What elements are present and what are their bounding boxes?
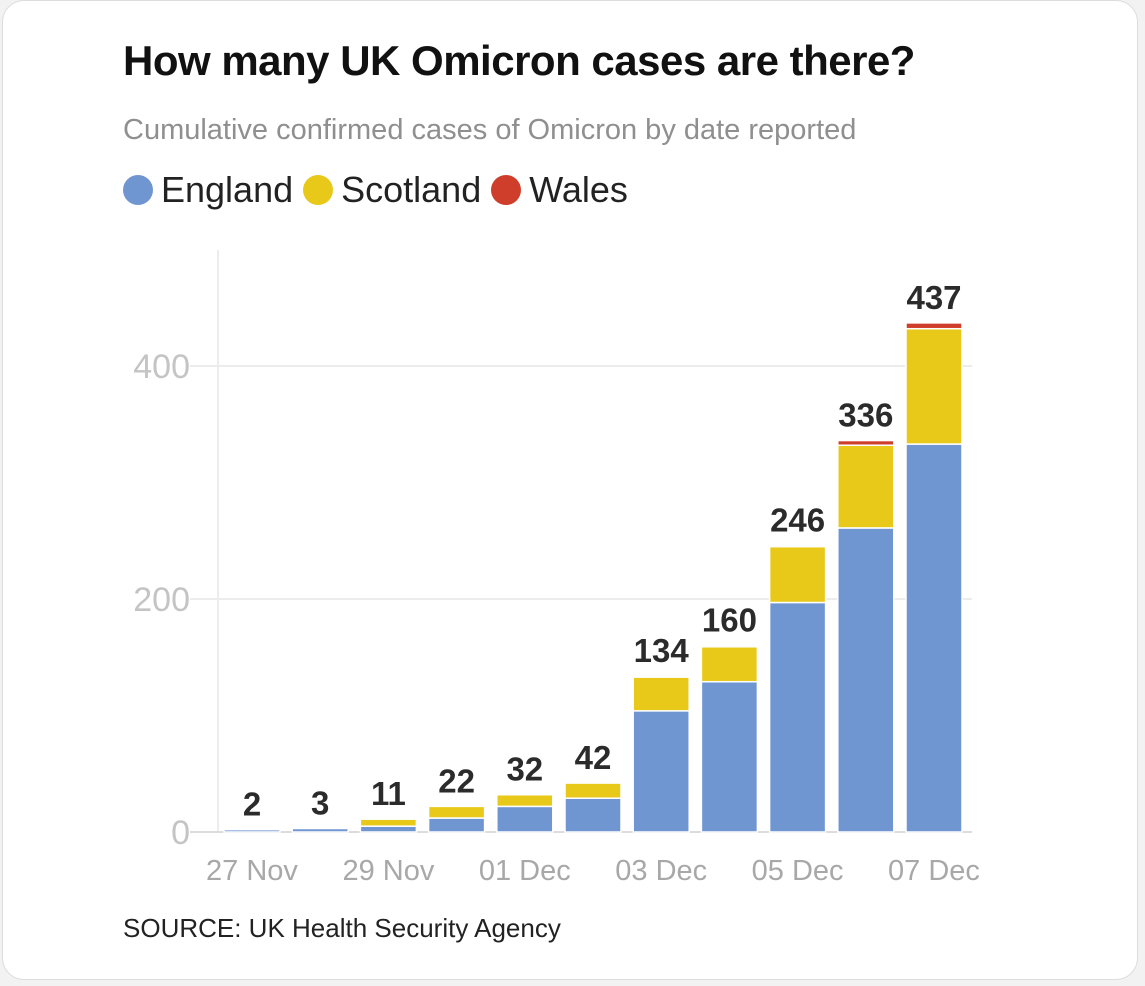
legend-item-england: England	[123, 169, 293, 211]
bar-scotland-07-dec	[905, 327, 963, 445]
bar-wales-03-dec	[632, 675, 690, 678]
legend-swatch-england	[123, 175, 153, 205]
x-tick-label-07-dec: 07 Dec	[888, 855, 980, 887]
x-tick-label-03-dec: 03 Dec	[615, 855, 707, 887]
x-tick-label-05-dec: 05 Dec	[752, 855, 844, 887]
legend-item-wales: Wales	[491, 169, 628, 211]
legend-label-england: England	[161, 169, 294, 210]
bar-england-07-dec	[905, 443, 963, 833]
legend-swatch-scotland	[303, 175, 334, 205]
bar-scotland-03-dec	[632, 676, 690, 712]
total-label-01-dec: 32	[506, 751, 543, 788]
legend: England Scotland Wales	[123, 169, 638, 211]
y-tick-label-200: 200	[133, 581, 190, 619]
bar-england-01-dec	[496, 805, 554, 833]
total-label-29-nov: 11	[371, 775, 406, 812]
total-label-30-nov: 22	[438, 762, 475, 799]
chart-subtitle: Cumulative confirmed cases of Omicron by…	[123, 114, 857, 146]
bar-scotland-06-dec	[837, 444, 895, 529]
bar-england-06-dec	[837, 527, 895, 833]
x-tick-label-29-nov: 29 Nov	[342, 855, 434, 887]
legend-item-scotland: Scotland	[303, 169, 481, 211]
y-tick-label-400: 400	[133, 348, 190, 386]
bar-england-28-nov	[291, 827, 349, 833]
bar-england-30-nov	[427, 817, 486, 833]
bar-england-29-nov	[359, 825, 418, 833]
legend-swatch-wales	[491, 175, 522, 205]
legend-label-scotland: Scotland	[341, 169, 482, 210]
source-note: SOURCE: UK Health Security Agency	[123, 913, 561, 943]
bar-england-04-dec	[700, 680, 759, 833]
y-tick-label-0: 0	[171, 814, 190, 852]
chart-title: How many UK Omicron cases are there?	[123, 37, 915, 84]
bar-scotland-04-dec	[700, 646, 759, 683]
total-label-02-dec: 42	[575, 739, 612, 776]
bar-england-03-dec	[632, 710, 690, 833]
total-label-05-dec: 246	[770, 501, 825, 538]
total-label-07-dec: 437	[906, 279, 961, 316]
total-label-06-dec: 336	[838, 397, 893, 434]
bar-wales-07-dec	[905, 322, 963, 330]
x-tick-label-27-nov: 27 Nov	[206, 855, 298, 887]
bar-scotland-05-dec	[768, 545, 827, 604]
total-label-04-dec: 160	[702, 602, 757, 639]
x-tick-label-01-dec: 01 Dec	[479, 855, 571, 887]
bar-scotland-30-nov	[427, 805, 486, 819]
bar-scotland-29-nov	[359, 818, 418, 827]
bar-england-05-dec	[768, 601, 827, 833]
bar-england-02-dec	[564, 797, 622, 833]
total-label-27-nov: 2	[243, 786, 261, 823]
bar-england-27-nov	[223, 828, 281, 833]
legend-label-wales: Wales	[529, 169, 628, 210]
bar-wales-05-dec	[768, 544, 827, 548]
total-label-03-dec: 134	[634, 632, 690, 669]
bar-wales-04-dec	[700, 644, 759, 648]
bar-wales-06-dec	[837, 439, 895, 446]
total-label-28-nov: 3	[311, 785, 329, 822]
bar-scotland-01-dec	[496, 793, 554, 808]
bar-scotland-02-dec	[564, 782, 622, 799]
